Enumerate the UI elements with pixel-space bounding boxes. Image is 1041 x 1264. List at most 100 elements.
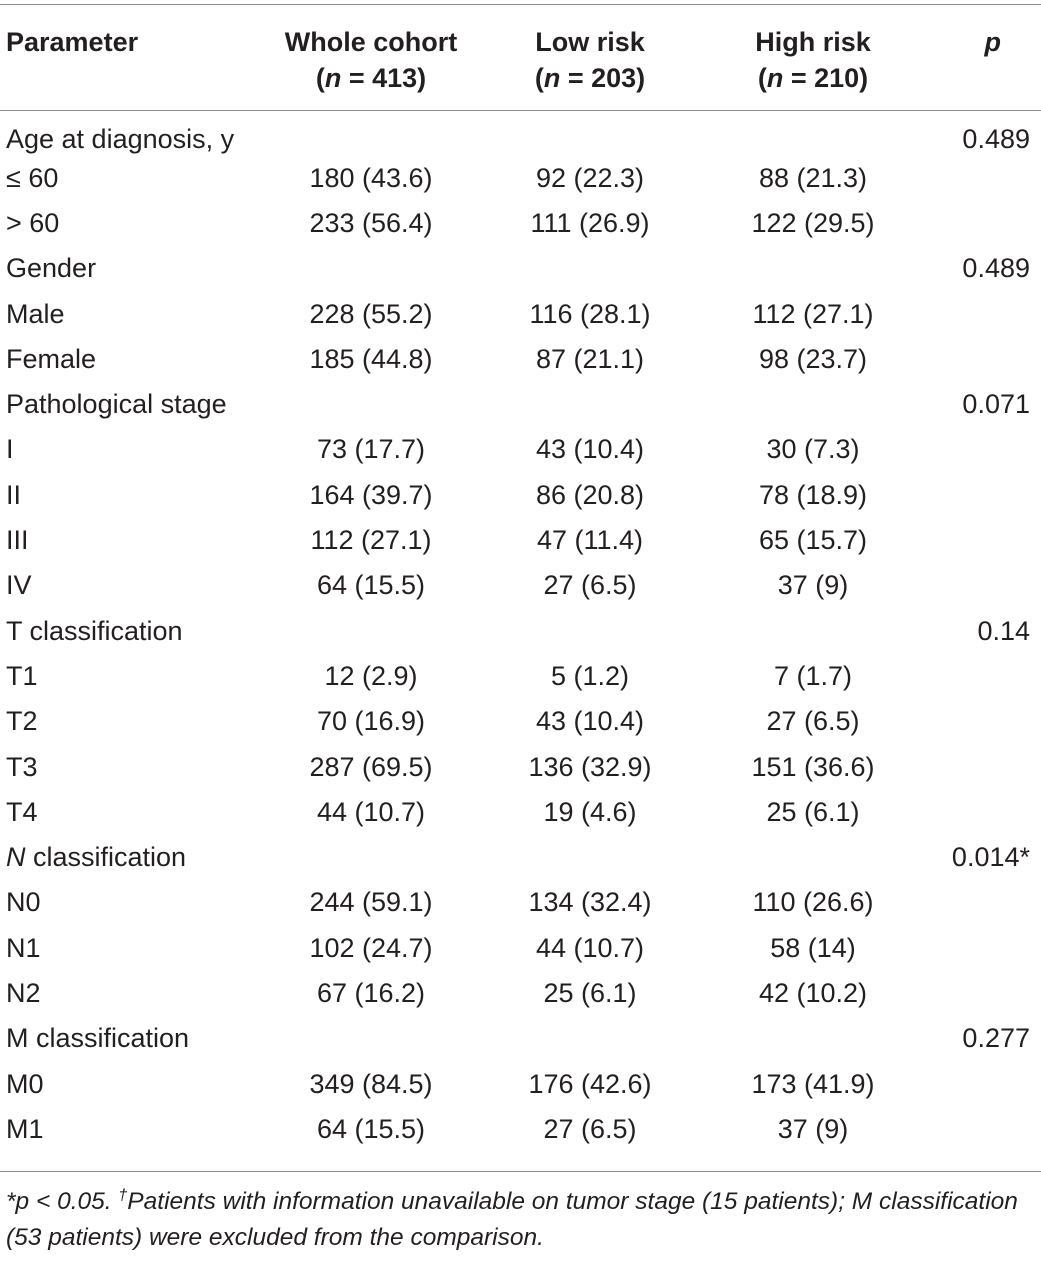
cell-high-risk: 98 (23.7) bbox=[758, 343, 868, 374]
table-row: I 73 (17.7) 43 (10.4) 30 (7.3) bbox=[0, 427, 1041, 472]
cell-whole-cohort bbox=[262, 608, 480, 653]
cell-p-value bbox=[926, 699, 1041, 744]
cell-high-risk: 25 (6.1) bbox=[766, 796, 860, 827]
cell-whole-cohort bbox=[262, 246, 480, 291]
table-row: T1 12 (2.9) 5 (1.2) 7 (1.7) bbox=[0, 653, 1041, 698]
header-whole-cohort: Whole cohort (n = 413) bbox=[262, 0, 480, 110]
cell-low-risk: 47 (11.4) bbox=[536, 525, 644, 556]
cell-p-value bbox=[926, 563, 1041, 608]
cell-parameter-text: classification bbox=[25, 842, 187, 873]
cell-parameter: M1 bbox=[6, 1113, 44, 1144]
cell-whole-cohort: 233 (56.4) bbox=[309, 207, 433, 238]
cell-whole-cohort: 185 (44.8) bbox=[309, 343, 433, 374]
cell-parameter: ≤ 60 bbox=[6, 162, 59, 193]
cell-low-risk: 134 (32.4) bbox=[528, 887, 652, 918]
cell-low-risk bbox=[480, 1016, 700, 1061]
cell-low-risk bbox=[480, 110, 700, 155]
footnote-exclusion-note: Patients with information unavailable on… bbox=[6, 1188, 1018, 1251]
cell-high-risk: 27 (6.5) bbox=[766, 706, 860, 737]
header-high-risk-n-value: = 210) bbox=[783, 63, 869, 93]
cell-whole-cohort bbox=[262, 834, 480, 879]
cell-low-risk: 5 (1.2) bbox=[550, 660, 630, 691]
cell-p-value bbox=[926, 653, 1041, 698]
cell-parameter: I bbox=[6, 434, 14, 465]
cell-whole-cohort: 64 (15.5) bbox=[316, 1113, 426, 1144]
cell-parameter: M classification bbox=[6, 1023, 190, 1054]
cell-high-risk bbox=[700, 246, 926, 291]
cell-p-value bbox=[926, 336, 1041, 381]
cell-parameter: T classification bbox=[6, 615, 183, 646]
cell-p-value bbox=[926, 1061, 1041, 1106]
cell-p-value bbox=[926, 970, 1041, 1015]
table-row: T4 44 (10.7) 19 (4.6) 25 (6.1) bbox=[0, 789, 1041, 834]
footnote-dagger: † bbox=[118, 1187, 128, 1204]
cell-high-risk: 7 (1.7) bbox=[773, 660, 853, 691]
cell-whole-cohort bbox=[262, 110, 480, 155]
cell-high-risk: 112 (27.1) bbox=[752, 298, 874, 329]
cell-p-value: 0.071 bbox=[962, 389, 1030, 420]
cell-high-risk bbox=[700, 608, 926, 653]
cell-low-risk bbox=[480, 608, 700, 653]
cell-low-risk: 43 (10.4) bbox=[535, 434, 645, 465]
cell-high-risk bbox=[700, 1016, 926, 1061]
header-whole-cohort-title: Whole cohort bbox=[284, 27, 458, 57]
cell-high-risk bbox=[700, 381, 926, 426]
cell-low-risk bbox=[480, 381, 700, 426]
cell-parameter: Female bbox=[6, 343, 97, 374]
header-parameter: Parameter bbox=[0, 0, 262, 110]
header-whole-cohort-n: (n = 413) bbox=[315, 63, 427, 93]
cell-low-risk: 176 (42.6) bbox=[528, 1068, 652, 1099]
cell-parameter: II bbox=[6, 479, 22, 510]
cell-low-risk: 87 (21.1) bbox=[535, 343, 645, 374]
table-row: T3 287 (69.5) 136 (32.9) 151 (36.6) bbox=[0, 744, 1041, 789]
cell-parameter: N1 bbox=[6, 932, 41, 963]
header-whole-cohort-n-value: = 413) bbox=[341, 63, 427, 93]
table-row: M classification 0.277 bbox=[0, 1016, 1041, 1061]
header-parameter-text: Parameter bbox=[6, 27, 139, 57]
cell-whole-cohort: 12 (2.9) bbox=[324, 660, 418, 691]
cell-p-value bbox=[926, 291, 1041, 336]
table-row: Female 185 (44.8) 87 (21.1) 98 (23.7) bbox=[0, 336, 1041, 381]
cell-p-value bbox=[926, 517, 1041, 562]
cell-p-value: 0.277 bbox=[962, 1023, 1030, 1054]
cell-low-risk: 136 (32.9) bbox=[528, 751, 652, 782]
cell-whole-cohort: 164 (39.7) bbox=[309, 479, 433, 510]
cell-p-value bbox=[926, 155, 1041, 200]
cell-p-value bbox=[926, 744, 1041, 789]
header-low-risk-n: (n = 203) bbox=[534, 63, 646, 93]
table-body: Age at diagnosis, y 0.489 ≤ 60 180 (43.6) 92… bbox=[0, 110, 1041, 1152]
cell-high-risk bbox=[700, 834, 926, 879]
table-row: Gender 0.489 bbox=[0, 246, 1041, 291]
cell-whole-cohort: 102 (24.7) bbox=[309, 932, 433, 963]
cell-high-risk: 37 (9) bbox=[777, 570, 849, 601]
cell-whole-cohort: 44 (10.7) bbox=[316, 796, 426, 827]
cell-high-risk: 42 (10.2) bbox=[758, 977, 868, 1008]
cell-parameter: Age at diagnosis, y bbox=[6, 123, 235, 154]
table-row: T2 70 (16.9) 43 (10.4) 27 (6.5) bbox=[0, 699, 1041, 744]
cell-p-value: 0.014* bbox=[951, 842, 1030, 873]
cell-whole-cohort: 228 (55.2) bbox=[309, 298, 433, 329]
header-low-risk: Low risk (n = 203) bbox=[480, 0, 700, 110]
table-row: N0 244 (59.1) 134 (32.4) 110 (26.6) bbox=[0, 880, 1041, 925]
cell-parameter: III bbox=[6, 525, 29, 556]
table-row: > 60 233 (56.4) 111 (26.9) 122 (29.5) bbox=[0, 200, 1041, 245]
cell-whole-cohort: 112 (27.1) bbox=[310, 525, 432, 556]
table-row: N1 102 (24.7) 44 (10.7) 58 (14) bbox=[0, 925, 1041, 970]
cell-low-risk: 27 (6.5) bbox=[543, 570, 637, 601]
cell-parameter: N classification bbox=[0, 834, 262, 879]
table-row: N2 67 (16.2) 25 (6.1) 42 (10.2) bbox=[0, 970, 1041, 1015]
cell-parameter: > 60 bbox=[6, 207, 60, 238]
table-row: IV 64 (15.5) 27 (6.5) 37 (9) bbox=[0, 563, 1041, 608]
cell-parameter: Gender bbox=[6, 253, 97, 284]
header-whole-cohort-n-label: n bbox=[324, 63, 342, 93]
cell-low-risk: 86 (20.8) bbox=[535, 479, 645, 510]
cell-p-value bbox=[926, 472, 1041, 517]
table-row: N classification 0.014* bbox=[0, 834, 1041, 879]
header-low-risk-n-label: n bbox=[543, 63, 561, 93]
cell-parameter: Pathological stage bbox=[6, 389, 227, 420]
header-p-value-text: p bbox=[984, 27, 1002, 57]
cell-whole-cohort: 73 (17.7) bbox=[316, 434, 426, 465]
header-high-risk-title: High risk bbox=[755, 27, 871, 57]
cell-parameter: Male bbox=[6, 298, 65, 329]
cell-whole-cohort: 180 (43.6) bbox=[309, 162, 433, 193]
